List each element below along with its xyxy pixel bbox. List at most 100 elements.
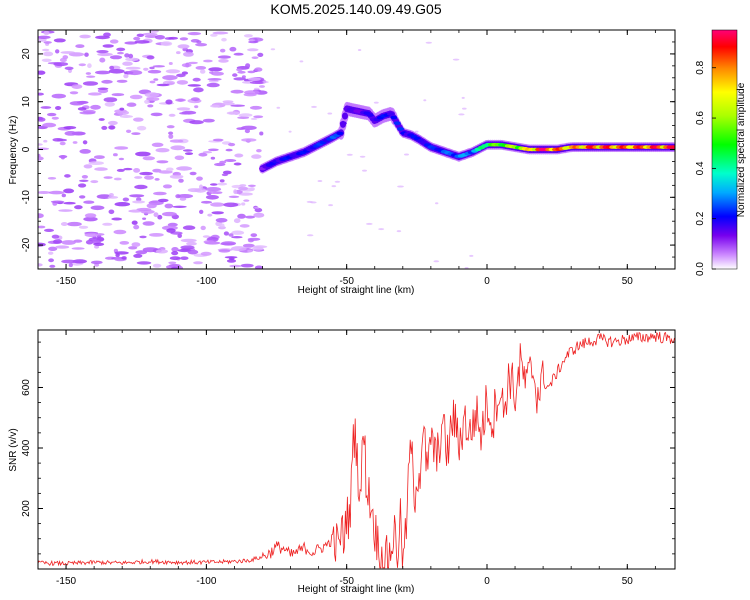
snr-line [38,331,675,569]
noise-blob [48,246,58,251]
noise-blob [183,51,194,57]
noise-blob [229,257,235,261]
noise-blob [238,192,253,196]
noise-blob [109,65,115,70]
noise-blob [136,125,147,131]
noise-blob [142,156,155,161]
noise-blob [205,195,219,200]
noise-blob [234,153,244,158]
noise-blob [433,260,440,263]
noise-blob [177,194,194,199]
noise-blob [153,191,167,196]
noise-blob [170,145,186,151]
noise-blob [199,184,203,190]
noise-blob [116,79,128,83]
noise-blob [67,221,82,227]
noise-blob [176,166,193,171]
noise-blob [182,225,196,230]
noise-blob [127,70,143,76]
y-tick-label: 600 [21,379,32,396]
noise-blob [55,49,60,54]
noise-blob [243,34,253,38]
y-tick-label: 20 [21,48,32,60]
noise-blob [38,92,44,96]
noise-blob [90,205,105,211]
noise-blob [193,261,203,265]
noise-blob [202,235,210,238]
noise-blob [38,225,46,229]
noise-blob [359,155,366,158]
noise-blob [244,90,260,95]
noise-blob [162,184,173,189]
noise-blob [357,49,362,51]
noise-blob [78,225,89,229]
noise-blob [175,98,186,102]
noise-blob [254,206,260,209]
noise-blob [181,63,192,68]
noise-blob [146,55,155,60]
noise-blob [135,250,148,255]
y-tick-label: 10 [21,96,32,108]
x-tick-label: 0 [484,276,490,287]
noise-blob [180,256,189,261]
noise-blob [84,213,97,219]
noise-blob [207,213,213,217]
noise-blob [153,212,159,218]
noise-blob [177,248,192,253]
noise-blob [317,180,323,182]
noise-blob [404,153,409,156]
noise-blob [87,63,92,69]
noise-blob [166,125,175,129]
x-tick-label: -150 [56,276,76,287]
noise-blob [168,131,174,135]
noise-blob [212,138,224,142]
noise-blob [193,87,204,93]
noise-blob [251,56,259,59]
noise-blob [133,36,141,41]
noise-blob [143,67,149,71]
noise-blob [254,87,260,90]
noise-blob [152,65,165,68]
noise-blob [150,112,163,117]
noise-blob [108,193,114,197]
y-tick-label: -10 [21,190,32,205]
noise-blob [93,155,105,160]
ridge-core [339,121,347,125]
noise-blob [78,63,87,67]
noise-blob [205,187,222,192]
noise-blob [93,242,105,246]
noise-blob [128,246,138,250]
noise-blob [311,105,317,108]
noise-blob [211,71,224,76]
noise-blob [250,233,258,238]
noise-blob [221,37,227,42]
noise-blob [248,77,261,81]
noise-blob [223,231,229,236]
noise-blob [149,233,164,237]
noise-blob [83,216,98,222]
noise-blob [168,62,173,65]
noise-blob [63,126,77,130]
noise-blob [187,188,201,193]
noise-blob [171,247,179,252]
snr-series [38,331,675,569]
noise-blob [96,50,109,54]
noise-blob [85,72,92,75]
noise-blob [187,249,199,255]
figure-title: KOM5.2025.140.09.49.G05 [270,1,441,17]
noise-blob [162,211,177,217]
ridge-core [669,145,675,149]
noise-blob [241,202,246,206]
noise-blob [136,207,152,212]
noise-blob [196,176,203,181]
noise-blob [52,239,63,244]
noise-blob [328,204,333,207]
noise-blob [71,84,83,89]
noise-blob [72,259,88,264]
noise-blob [194,105,199,109]
x-tick-label: 50 [622,276,634,287]
noise-blob [208,236,213,241]
noise-blob [233,218,241,224]
noise-blob [262,81,269,84]
noise-blob [200,200,213,204]
